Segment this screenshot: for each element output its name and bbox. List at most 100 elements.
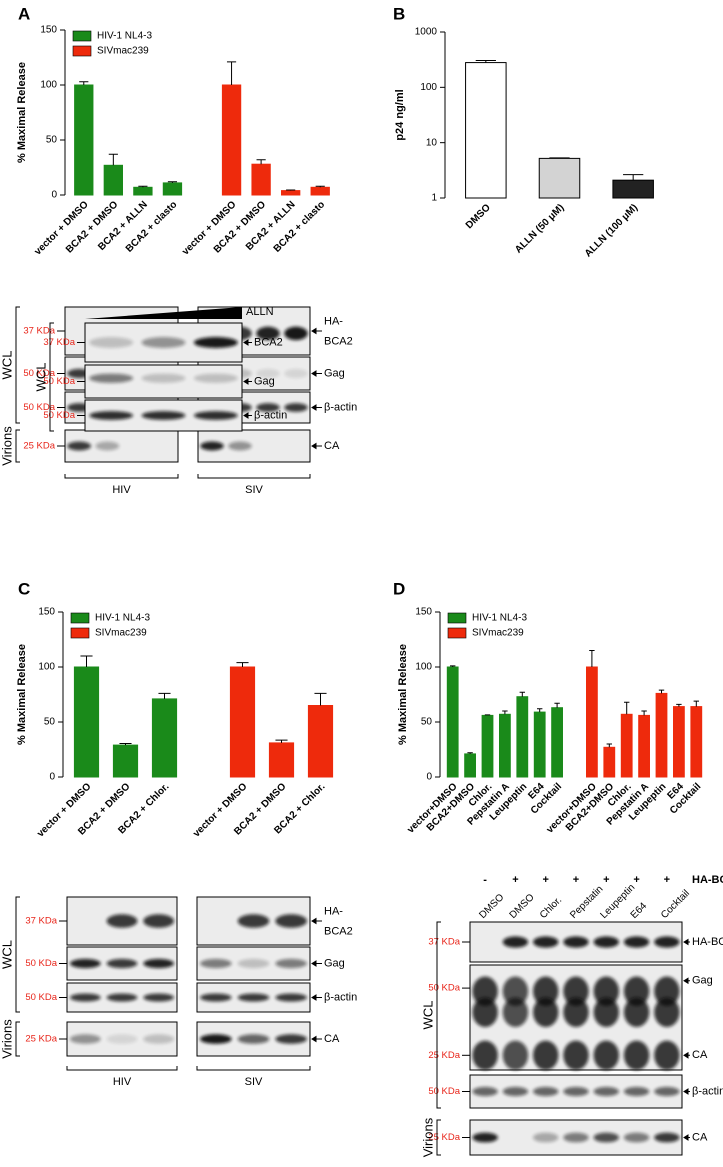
bar [133, 186, 153, 196]
treatment-label: HA-BCA2 [692, 874, 723, 886]
x-tick-label: ALLN (50 μM) [513, 202, 566, 255]
error-bar [236, 662, 249, 667]
y-tick-label: 100 [40, 80, 57, 91]
blot-band [623, 936, 650, 948]
size-marker: 50 KDa [43, 410, 75, 421]
blot-band [502, 1040, 529, 1071]
band-arrow [683, 977, 690, 985]
blot-band [654, 997, 680, 1027]
size-marker: 50 KDa [25, 992, 57, 1003]
band-label: β-actin [692, 1085, 723, 1097]
blot-band [106, 1034, 138, 1044]
treatment-sign: + [512, 874, 518, 886]
blot-band [563, 1086, 589, 1097]
blot-band [200, 441, 224, 451]
blot-band [563, 997, 589, 1027]
blot-band [256, 368, 280, 379]
blot-band [141, 337, 186, 348]
bar [221, 84, 242, 196]
legend-swatch [70, 627, 90, 639]
blot-band [472, 1086, 498, 1097]
error-bar [641, 710, 647, 716]
error-bar [693, 700, 699, 707]
y-tick-label: 100 [420, 82, 437, 93]
bar [281, 190, 301, 196]
section-bracket [15, 1021, 20, 1057]
band-arrow [683, 1051, 690, 1059]
blot-band [593, 1086, 620, 1097]
bar [251, 163, 271, 196]
blot-band [141, 373, 186, 383]
section-bracket [436, 921, 441, 1109]
band-label: Gag [324, 957, 345, 969]
bar [533, 711, 546, 778]
blot-band [623, 1040, 650, 1071]
bar [229, 666, 256, 778]
bar [655, 692, 668, 778]
group-label: HIV [113, 1076, 132, 1088]
band-arrow [311, 404, 322, 411]
blot-band [623, 1086, 650, 1097]
section-label: WCL [33, 363, 48, 392]
error-bar [475, 60, 496, 63]
blot-band [275, 993, 307, 1002]
blot-band [228, 441, 252, 451]
error-bar [108, 153, 118, 166]
bar [690, 706, 703, 778]
band-arrow [243, 412, 252, 419]
bar [465, 62, 507, 199]
blot-band [563, 1132, 589, 1143]
panel-label: A [18, 4, 30, 23]
lane-label: Cocktail [659, 888, 692, 921]
blot-band [654, 1132, 680, 1143]
bar [268, 742, 295, 778]
x-tick-label: BCA2 + clasto [124, 199, 180, 255]
blot-band [563, 976, 589, 1006]
size-marker: 25 KDa [23, 441, 55, 452]
blot-band [69, 1034, 101, 1044]
y-tick-label: 0 [49, 772, 55, 783]
band-arrow [243, 378, 252, 385]
size-marker: 25 KDa [428, 1132, 460, 1143]
bar [586, 666, 598, 778]
bar [612, 179, 654, 199]
panel-label: C [18, 579, 30, 598]
section-label: WCL [0, 940, 14, 969]
blot-band [623, 1132, 650, 1143]
error-bar [589, 650, 595, 667]
error-bar [484, 714, 491, 716]
x-tick-label: DMSO [464, 202, 493, 231]
y-tick-label: 0 [51, 190, 57, 201]
band-label: BCA2 [324, 335, 353, 347]
lane-label: Chlor. [538, 895, 564, 921]
y-axis-title: % Maximal Release [16, 62, 28, 163]
size-marker: 50 KDa [23, 402, 55, 413]
blot-band [237, 958, 270, 969]
band-arrow [311, 370, 322, 377]
error-bar [256, 159, 266, 165]
section-bracket [15, 429, 20, 463]
blot-band [593, 976, 620, 1006]
blot-band [532, 976, 559, 1006]
blot-band [256, 403, 280, 412]
blot-band [237, 914, 270, 928]
error-bar [158, 692, 171, 699]
error-bar [314, 692, 327, 706]
group-bracket [196, 1066, 311, 1071]
section-label: WCL [0, 351, 14, 380]
treatment-sign: + [664, 874, 670, 886]
blot-band [502, 936, 529, 948]
blot-band [95, 441, 120, 451]
x-tick-label: ALLN (100 μM) [583, 202, 640, 259]
size-marker: 50 KDa [43, 376, 75, 387]
blot-band [284, 403, 308, 412]
band-arrow [683, 1088, 690, 1095]
bar [538, 157, 581, 199]
blot-band [593, 1040, 620, 1071]
error-bar [658, 689, 665, 694]
y-tick-label: 10 [426, 137, 438, 148]
panel-label: D [393, 579, 405, 598]
treatment-sign: - [483, 874, 487, 886]
y-tick-label: 1 [431, 193, 437, 204]
error-bar [537, 708, 543, 713]
